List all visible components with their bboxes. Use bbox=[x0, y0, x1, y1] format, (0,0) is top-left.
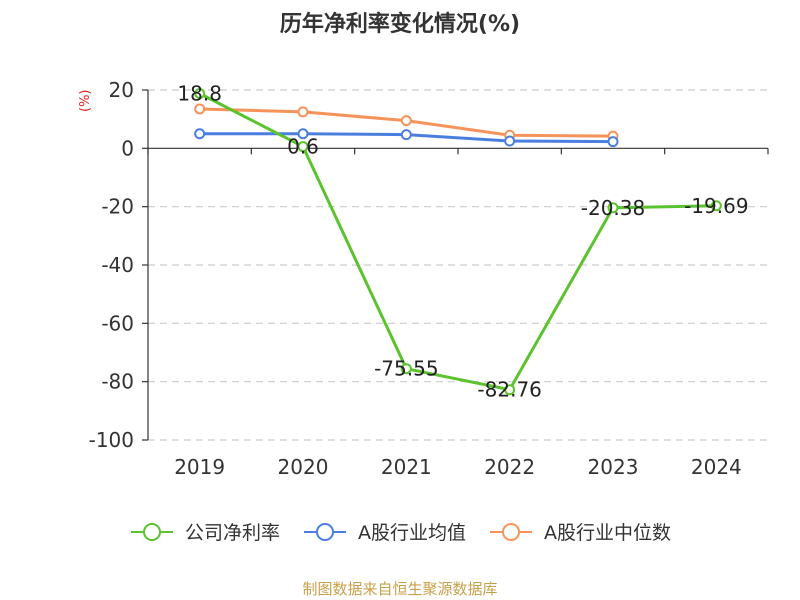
data-point bbox=[297, 128, 309, 140]
legend-label: 公司净利率 bbox=[184, 522, 280, 544]
x-tick-label: 2020 bbox=[278, 455, 329, 479]
y-tick-label: -20 bbox=[101, 195, 134, 219]
y-unit-label: (%) bbox=[78, 89, 93, 113]
data-point bbox=[607, 136, 619, 148]
y-tick-labels: 20 0 -20 -40 -60 -80 -100 bbox=[89, 78, 134, 452]
legend: 公司净利率 A股行业均值 A股行业中位数 bbox=[0, 518, 800, 545]
legend-item-company[interactable]: 公司净利率 bbox=[129, 518, 280, 545]
y-tick-label: 20 bbox=[109, 78, 134, 102]
data-point bbox=[297, 106, 309, 118]
data-label: -19.69 bbox=[684, 194, 748, 218]
data-labels: 18.8 0.6 -75.55 -82.76 -20.38 -19.69 bbox=[177, 82, 748, 402]
legend-marker-icon bbox=[130, 522, 173, 541]
data-label: 0.6 bbox=[287, 135, 319, 159]
x-tick-label: 2023 bbox=[588, 455, 639, 479]
data-point bbox=[607, 202, 619, 214]
data-point bbox=[194, 88, 206, 99]
data-label: 18.8 bbox=[177, 82, 222, 106]
grid-lines bbox=[148, 89, 768, 441]
x-tick-label: 2022 bbox=[484, 455, 535, 479]
data-label: -20.38 bbox=[581, 196, 645, 220]
x-tick-label: 2019 bbox=[174, 455, 225, 479]
x-tick-label: 2021 bbox=[381, 455, 432, 479]
y-tick-label: -40 bbox=[101, 253, 134, 277]
legend-marker-icon bbox=[304, 522, 346, 541]
data-point bbox=[504, 135, 516, 147]
axes bbox=[142, 89, 769, 441]
legend-label: A股行业均值 bbox=[358, 522, 466, 544]
data-point bbox=[194, 103, 206, 115]
legend-item-industry-median[interactable]: A股行业中位数 bbox=[488, 518, 671, 545]
data-point bbox=[297, 141, 309, 153]
data-label: -82.76 bbox=[477, 378, 541, 402]
chart-title: 历年净利率变化情况(%) bbox=[279, 12, 521, 37]
legend-marker-icon bbox=[490, 522, 532, 541]
data-point bbox=[400, 115, 412, 127]
legend-item-industry-mean[interactable]: A股行业均值 bbox=[302, 518, 466, 545]
y-tick-label: -80 bbox=[101, 370, 134, 394]
data-point bbox=[400, 363, 412, 375]
source-note: 制图数据来自恒生聚源数据库 bbox=[302, 580, 498, 598]
series-lines bbox=[194, 88, 722, 396]
series-line bbox=[198, 92, 717, 392]
data-point bbox=[710, 200, 722, 212]
x-tick-labels: 2019 2020 2021 2022 2023 2024 bbox=[174, 455, 742, 479]
y-tick-label: -100 bbox=[89, 428, 134, 452]
y-tick-label: 0 bbox=[121, 136, 134, 160]
data-point bbox=[400, 129, 412, 141]
x-tick-label: 2024 bbox=[691, 455, 742, 479]
legend-label: A股行业中位数 bbox=[544, 522, 671, 544]
data-point bbox=[194, 128, 206, 140]
y-tick-label: -60 bbox=[101, 311, 134, 335]
data-label: -75.55 bbox=[374, 357, 438, 381]
data-point bbox=[504, 384, 516, 396]
